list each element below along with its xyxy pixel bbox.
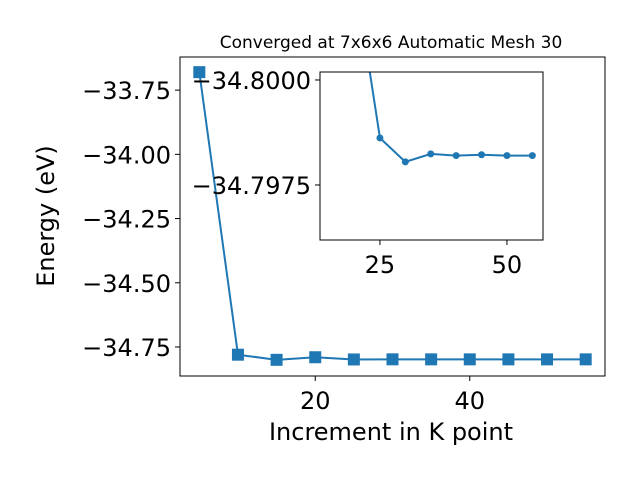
y-tick-label: −34.7975	[192, 172, 311, 200]
chart-title: Converged at 7x6x6 Automatic Mesh 30	[220, 33, 563, 53]
series	[193, 66, 592, 366]
y-axis-label: Energy (eV)	[32, 145, 60, 287]
marker	[478, 151, 486, 159]
marker	[347, 353, 360, 366]
line	[368, 72, 533, 164]
marker	[376, 134, 384, 142]
marker	[425, 353, 438, 366]
x-tick-label: 25	[365, 251, 396, 279]
marker	[452, 152, 460, 160]
y-tick-label: −34.00	[82, 141, 171, 169]
marker	[231, 348, 244, 361]
marker	[270, 353, 283, 366]
y-tick-label: −33.75	[82, 77, 171, 105]
axes-frame	[179, 56, 606, 377]
marker	[503, 152, 511, 160]
y-tick-label: −34.8000	[192, 67, 311, 95]
marker	[579, 353, 592, 366]
y-tick-label: −34.50	[82, 270, 171, 298]
x-tick-label: 20	[300, 387, 331, 415]
marker	[309, 351, 322, 364]
y-tick-label: −34.25	[82, 206, 171, 234]
x-axis-label: Increment in K point	[269, 418, 513, 446]
x-tick-label: 40	[454, 387, 485, 415]
x-tick-label: 50	[492, 251, 523, 279]
marker	[541, 353, 554, 366]
axes-frame	[319, 71, 544, 241]
marker	[401, 158, 409, 166]
marker	[463, 353, 476, 366]
y-tick-label: −34.75	[82, 334, 171, 362]
marker	[502, 353, 515, 366]
marker	[528, 152, 536, 160]
series	[368, 72, 536, 166]
marker	[386, 353, 399, 366]
marker	[427, 150, 435, 158]
marker	[193, 66, 206, 79]
